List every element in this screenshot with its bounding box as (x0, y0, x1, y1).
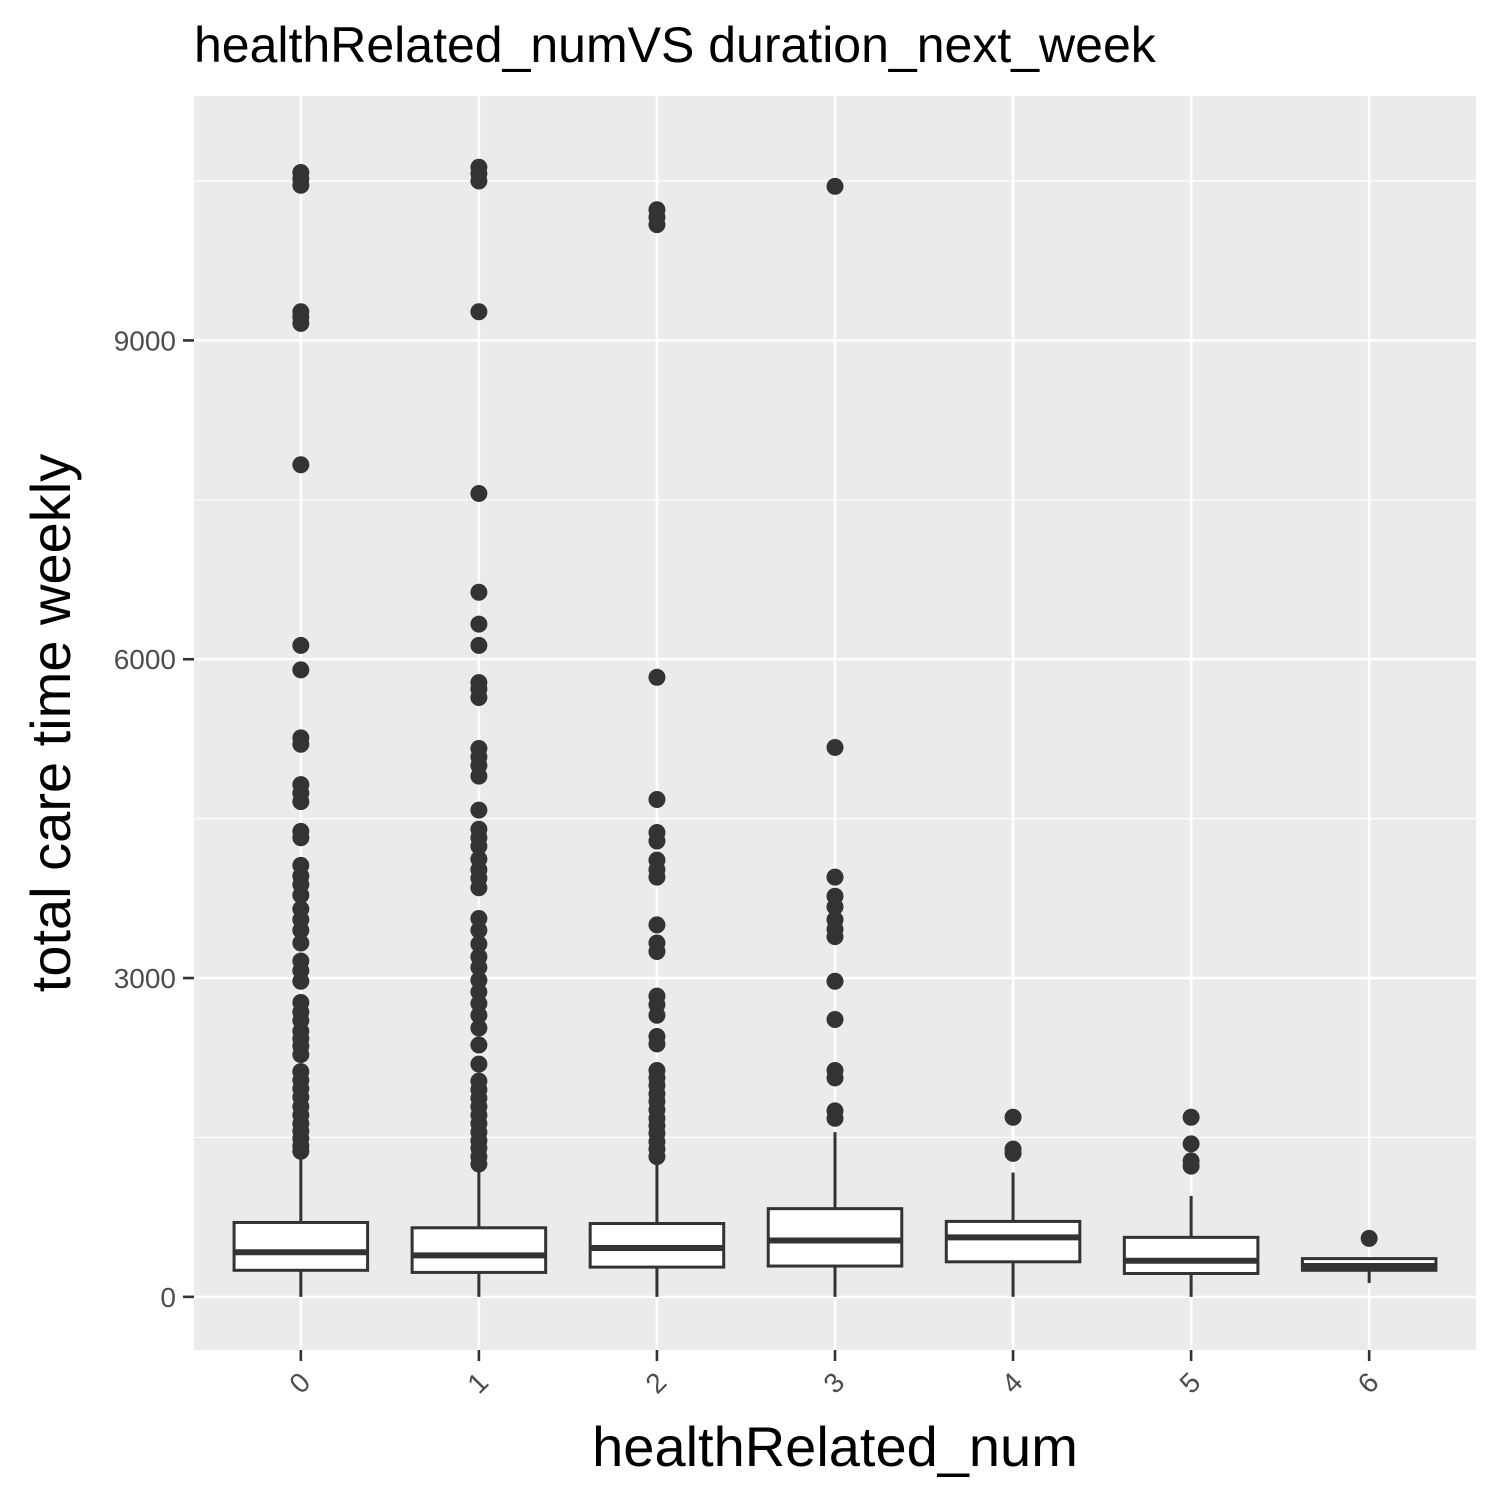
outlier-point (1182, 1108, 1200, 1126)
outlier-point (470, 767, 488, 785)
outlier-point (292, 636, 310, 654)
y-tick-label: 6000 (114, 644, 176, 675)
box-1 (410, 158, 548, 1297)
outlier-point (292, 1046, 310, 1064)
outlier-point (826, 928, 844, 946)
outlier-point (826, 738, 844, 756)
outlier-point (648, 1148, 666, 1166)
outlier-point (1360, 1229, 1378, 1247)
outlier-point (1004, 1144, 1022, 1162)
x-tick-label: 4 (996, 1366, 1029, 1399)
box-6 (1300, 1229, 1438, 1284)
outlier-point (470, 583, 488, 601)
iqr-box (944, 1219, 1082, 1264)
x-tick-label: 6 (1352, 1366, 1385, 1399)
box-series (232, 158, 1438, 1297)
outlier-point (292, 972, 310, 990)
x-axis-title: healthRelated_num (592, 1415, 1078, 1478)
iqr-box (1122, 1235, 1260, 1275)
y-axis: 0 3000 6000 9000 (114, 325, 194, 1313)
outlier-point (292, 176, 310, 194)
box-4 (944, 1108, 1082, 1297)
outlier-point (292, 793, 310, 811)
y-tick-label: 3000 (114, 963, 176, 994)
outlier-point (648, 1006, 666, 1024)
box-3 (766, 177, 904, 1297)
outlier-point (292, 886, 310, 904)
outlier-point (470, 172, 488, 190)
outlier-point (470, 303, 488, 321)
outlier-point (648, 668, 666, 686)
x-tick-label: 5 (1174, 1366, 1207, 1399)
box-0 (232, 164, 370, 1297)
y-tick-label: 0 (160, 1282, 176, 1313)
outlier-point (826, 177, 844, 195)
outlier-point (826, 1010, 844, 1028)
x-tick-label: 0 (283, 1366, 316, 1399)
y-tick-label: 9000 (114, 325, 176, 356)
outlier-point (470, 921, 488, 939)
outlier-point (470, 971, 488, 989)
outlier-point (470, 935, 488, 953)
outlier-point (470, 958, 488, 976)
iqr-box (232, 1220, 370, 1272)
outlier-point (292, 921, 310, 939)
outlier-point (470, 484, 488, 502)
outlier-point (292, 829, 310, 847)
outlier-point (292, 661, 310, 679)
outlier-point (470, 688, 488, 706)
outlier-point (470, 1055, 488, 1073)
x-tick-label: 3 (817, 1366, 850, 1399)
outlier-point (470, 983, 488, 1001)
outlier-point (826, 868, 844, 886)
outlier-point (470, 615, 488, 633)
outlier-point (826, 972, 844, 990)
iqr-box (410, 1226, 548, 1274)
outlier-point (292, 735, 310, 753)
outlier-point (648, 942, 666, 960)
box-5 (1122, 1108, 1260, 1297)
outlier-point (470, 995, 488, 1013)
outlier-point (648, 916, 666, 934)
chart-title: healthRelated_numVS duration_next_week (194, 17, 1157, 73)
outlier-point (292, 314, 310, 332)
outlier-point (470, 910, 488, 928)
outlier-point (292, 934, 310, 952)
outlier-point (648, 868, 666, 886)
outlier-point (470, 1036, 488, 1054)
outlier-point (648, 791, 666, 809)
outlier-point (1182, 1157, 1200, 1175)
x-tick-label: 2 (639, 1366, 672, 1399)
outlier-point (826, 1069, 844, 1087)
outlier-point (648, 216, 666, 234)
outlier-point (826, 1109, 844, 1127)
outlier-point (648, 832, 666, 850)
iqr-box (766, 1207, 904, 1268)
outlier-point (470, 879, 488, 897)
outlier-point (292, 456, 310, 474)
outlier-point (470, 837, 488, 855)
outlier-point (292, 1142, 310, 1160)
outlier-point (648, 1035, 666, 1053)
outlier-point (470, 1006, 488, 1024)
x-tick-label: 1 (461, 1366, 494, 1399)
x-axis: 0 1 2 3 4 5 6 (283, 1350, 1385, 1399)
outlier-point (470, 1155, 488, 1173)
outlier-point (470, 636, 488, 654)
outlier-point (470, 801, 488, 819)
y-axis-title: total care time weekly (19, 454, 82, 992)
outlier-point (470, 1019, 488, 1037)
outlier-point (1182, 1135, 1200, 1153)
box-2 (588, 201, 726, 1297)
outlier-point (826, 898, 844, 916)
outlier-point (1004, 1108, 1022, 1126)
